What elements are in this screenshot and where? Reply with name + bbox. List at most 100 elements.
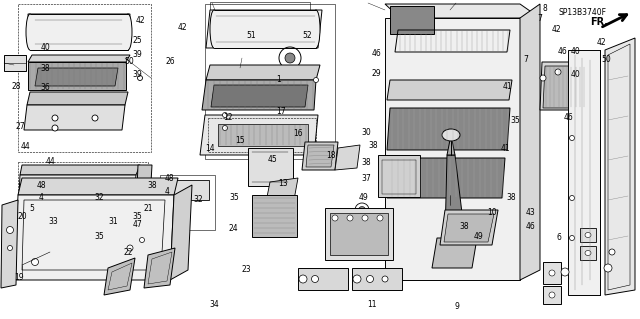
Text: 7: 7 — [524, 55, 529, 63]
Text: 36: 36 — [40, 83, 50, 92]
Text: 8: 8 — [543, 4, 547, 13]
Text: FR.: FR. — [590, 17, 608, 27]
Ellipse shape — [52, 115, 58, 121]
Ellipse shape — [540, 75, 546, 81]
Text: 12: 12 — [223, 113, 232, 122]
Text: 49: 49 — [474, 232, 483, 241]
Text: 30: 30 — [362, 128, 371, 137]
Polygon shape — [170, 185, 192, 280]
Polygon shape — [1, 200, 18, 288]
Polygon shape — [202, 80, 316, 110]
Ellipse shape — [223, 125, 227, 130]
Polygon shape — [445, 155, 465, 238]
Bar — [543, 262, 561, 284]
Ellipse shape — [176, 206, 184, 214]
Ellipse shape — [166, 189, 170, 195]
Ellipse shape — [604, 264, 612, 272]
Ellipse shape — [31, 258, 38, 265]
Text: 19: 19 — [14, 273, 24, 282]
Bar — [18, 162, 148, 242]
Text: 4: 4 — [165, 187, 170, 196]
Ellipse shape — [570, 136, 575, 140]
Text: 14: 14 — [205, 144, 214, 153]
Text: 22: 22 — [124, 248, 133, 256]
Polygon shape — [568, 50, 600, 295]
Ellipse shape — [314, 78, 319, 83]
Bar — [580, 246, 596, 260]
Ellipse shape — [42, 254, 47, 258]
Text: 39: 39 — [132, 70, 142, 78]
Polygon shape — [18, 178, 178, 195]
Text: 50: 50 — [602, 55, 611, 63]
Text: 50: 50 — [125, 57, 134, 66]
Ellipse shape — [442, 129, 460, 141]
Text: 16: 16 — [293, 129, 303, 138]
Ellipse shape — [337, 226, 343, 231]
Ellipse shape — [609, 249, 615, 255]
Ellipse shape — [367, 276, 374, 283]
Ellipse shape — [178, 220, 182, 224]
Ellipse shape — [447, 186, 452, 190]
Polygon shape — [302, 142, 338, 170]
Ellipse shape — [127, 245, 133, 251]
Text: 43: 43 — [526, 208, 536, 217]
Bar — [18, 4, 151, 152]
Text: 41: 41 — [500, 144, 510, 153]
Text: 27: 27 — [16, 122, 26, 130]
Bar — [4, 55, 26, 71]
Polygon shape — [144, 248, 175, 288]
Text: 15: 15 — [236, 137, 245, 145]
Ellipse shape — [138, 76, 143, 80]
Ellipse shape — [347, 215, 353, 221]
Text: 46: 46 — [558, 47, 568, 56]
Ellipse shape — [353, 275, 361, 283]
Polygon shape — [444, 214, 494, 242]
Ellipse shape — [358, 206, 365, 213]
Text: 4: 4 — [38, 193, 44, 202]
Ellipse shape — [285, 53, 295, 63]
Text: 41: 41 — [502, 82, 512, 91]
Ellipse shape — [26, 14, 34, 50]
Text: 40: 40 — [571, 70, 580, 78]
Polygon shape — [520, 4, 540, 280]
Polygon shape — [447, 140, 455, 155]
Polygon shape — [266, 178, 298, 202]
Text: 40: 40 — [571, 47, 580, 56]
Text: 26: 26 — [165, 57, 175, 66]
Polygon shape — [385, 18, 520, 280]
Bar — [325, 208, 393, 260]
Polygon shape — [543, 66, 586, 108]
Ellipse shape — [312, 276, 319, 283]
Bar — [352, 268, 402, 290]
Polygon shape — [28, 62, 126, 90]
Ellipse shape — [6, 226, 13, 234]
Ellipse shape — [382, 276, 388, 282]
Text: 39: 39 — [132, 50, 142, 59]
Ellipse shape — [124, 14, 132, 50]
Text: 49: 49 — [358, 193, 368, 202]
Bar — [214, 10, 316, 48]
Ellipse shape — [210, 10, 218, 48]
Text: 48: 48 — [165, 174, 175, 183]
Bar — [205, 4, 335, 159]
Ellipse shape — [332, 215, 338, 221]
Text: 46: 46 — [563, 113, 573, 122]
Text: 52: 52 — [302, 31, 312, 40]
Text: 44: 44 — [21, 142, 31, 151]
Text: 32: 32 — [193, 195, 203, 204]
Text: 46: 46 — [526, 222, 536, 231]
Text: 10: 10 — [488, 208, 497, 217]
Ellipse shape — [52, 125, 58, 131]
Text: 38: 38 — [507, 193, 516, 202]
Ellipse shape — [549, 270, 555, 276]
Text: 31: 31 — [109, 217, 118, 226]
Text: 7: 7 — [538, 14, 543, 23]
Text: 11: 11 — [367, 300, 376, 309]
Text: 42: 42 — [552, 25, 561, 34]
Bar — [390, 6, 434, 34]
Text: 45: 45 — [268, 155, 277, 164]
Text: 35: 35 — [95, 232, 104, 241]
Ellipse shape — [334, 223, 346, 233]
Text: 46: 46 — [371, 49, 381, 58]
Ellipse shape — [362, 215, 368, 221]
